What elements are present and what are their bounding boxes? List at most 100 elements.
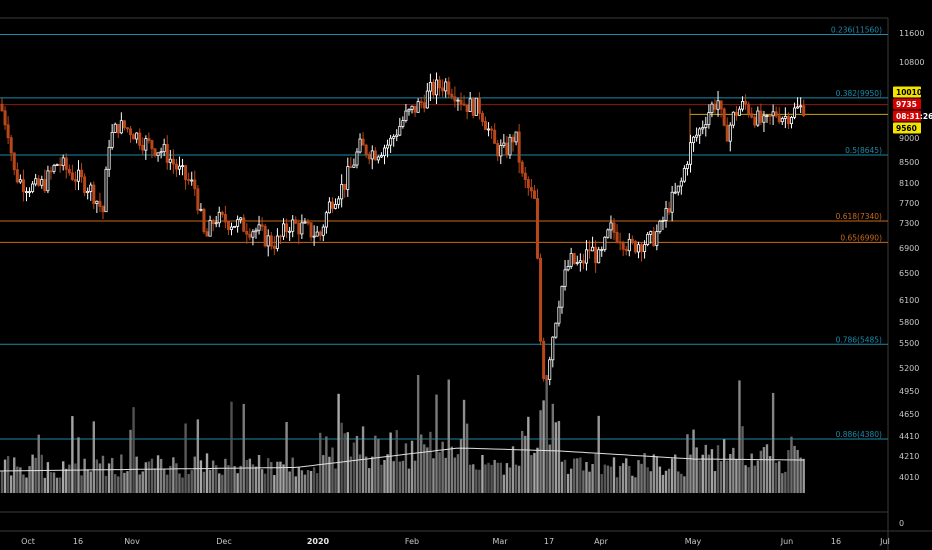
volume-bar xyxy=(368,468,371,493)
volume-bar xyxy=(557,420,561,493)
candle-body xyxy=(251,231,255,238)
volume-bar xyxy=(732,447,735,493)
volume-bar xyxy=(548,444,551,493)
candle-body xyxy=(416,101,420,113)
volume-bar xyxy=(285,422,288,493)
y-tick-label: 4410 xyxy=(899,432,919,441)
candle-body xyxy=(361,138,365,146)
candle-body xyxy=(386,144,390,149)
candle-body xyxy=(505,142,509,156)
candle-body xyxy=(37,178,41,186)
candle-body xyxy=(104,168,108,213)
candle-body xyxy=(306,221,310,224)
candle-body xyxy=(223,213,227,223)
candle-body xyxy=(171,158,175,165)
candle-body xyxy=(640,244,644,252)
y-axis[interactable]: 11600 10800 9000 8500 8100 7700 7300 6900 6500 61… xyxy=(893,29,932,528)
candle-body xyxy=(802,105,806,117)
volume-bar xyxy=(631,475,634,493)
volume-bar xyxy=(447,379,450,493)
candle-body xyxy=(40,179,44,186)
candle-body xyxy=(698,128,702,136)
volume-bar xyxy=(340,422,343,493)
x-axis[interactable]: Oct 16 Nov Dec 2020 Feb Mar 17 Apr May Jun 16 Jul xyxy=(21,537,890,546)
candle-body xyxy=(695,134,699,138)
volume-bar xyxy=(0,471,4,493)
candle-body xyxy=(410,105,414,110)
candle-body xyxy=(3,110,7,126)
candle-body xyxy=(61,157,65,167)
x-tick-label: 2020 xyxy=(307,537,330,546)
candle-body xyxy=(28,191,32,193)
candle-body xyxy=(536,198,540,259)
candle-body xyxy=(581,260,585,264)
volume-bar xyxy=(68,464,71,493)
volume-bar xyxy=(643,453,646,493)
volume-bar xyxy=(28,466,31,493)
volume-bar xyxy=(215,465,218,493)
candle-body xyxy=(330,201,334,209)
candle-body xyxy=(245,230,249,235)
candle-body xyxy=(612,222,616,233)
volume-bar xyxy=(591,464,594,493)
candle-body xyxy=(532,190,536,199)
candle-body xyxy=(346,166,350,190)
candle-body xyxy=(575,262,579,264)
candle-body xyxy=(297,222,301,235)
volume-bar xyxy=(606,465,610,493)
volume-bar xyxy=(16,466,19,493)
y-tick-label: 4210 xyxy=(899,452,919,461)
volume-bar xyxy=(34,457,37,493)
volume-bar xyxy=(505,463,509,493)
candle-body xyxy=(514,131,518,143)
volume-bar xyxy=(719,461,723,493)
y-tick-label: 9000 xyxy=(899,134,919,143)
x-tick-label: Jun xyxy=(780,537,794,546)
volume-bar xyxy=(680,473,683,493)
x-tick-label: Mar xyxy=(492,537,508,546)
candle-body xyxy=(184,165,188,180)
volume-bar xyxy=(236,473,239,493)
volume-bar xyxy=(74,463,77,493)
candle-body xyxy=(269,235,273,247)
candle-body xyxy=(116,123,120,134)
candle-body xyxy=(719,100,723,110)
volume-bar xyxy=(735,459,738,493)
volume-bar xyxy=(190,470,193,493)
volume-bar xyxy=(609,466,613,493)
candle-body xyxy=(456,99,460,102)
volume-bar xyxy=(43,477,47,493)
y-tick-label: 5200 xyxy=(899,364,919,373)
volume-bar xyxy=(3,459,7,493)
volume-bar xyxy=(349,456,353,493)
volume-bar xyxy=(784,471,787,493)
volume-bar xyxy=(404,443,408,493)
candle-body xyxy=(676,185,680,193)
volume-bar xyxy=(294,476,297,493)
candle-body xyxy=(643,244,647,252)
candle-body xyxy=(753,116,757,126)
candle-body xyxy=(796,106,800,109)
y-tick-label: 8100 xyxy=(899,179,919,188)
volume-bar xyxy=(634,477,637,493)
volume-bar xyxy=(315,473,319,493)
volume-bar xyxy=(230,401,233,493)
candle-body xyxy=(324,212,328,228)
candle-body xyxy=(655,231,659,247)
candle-body xyxy=(679,180,683,187)
volume-bar xyxy=(729,454,732,493)
candle-body xyxy=(768,115,772,117)
candle-body xyxy=(636,244,640,253)
volume-bar xyxy=(716,445,720,493)
volume-bar xyxy=(481,454,484,493)
volume-bar xyxy=(781,473,784,493)
volume-bar xyxy=(273,475,276,493)
candle-body xyxy=(664,208,668,221)
candle-body xyxy=(667,208,671,213)
candle-body xyxy=(661,220,665,222)
candle-body xyxy=(529,187,533,192)
candle-body xyxy=(682,168,686,182)
volume-bar xyxy=(187,474,190,493)
volume-bar xyxy=(793,445,796,493)
